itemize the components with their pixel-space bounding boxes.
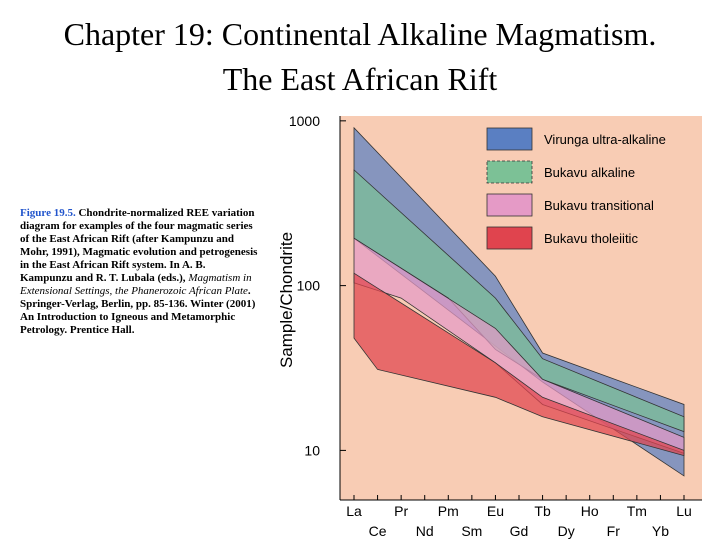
legend-swatch — [486, 160, 533, 184]
y-tick-label: 10 — [304, 442, 320, 458]
x-tick-label: Pr — [394, 503, 408, 519]
x-tick-label: Sm — [461, 523, 482, 539]
legend-swatch — [486, 127, 533, 151]
slide-title: Chapter 19: Continental Alkaline Magmati… — [64, 16, 657, 52]
caption-title: Magmatism in Extensional Settings, the P… — [20, 272, 252, 297]
legend-label: Bukavu transitional — [544, 198, 654, 213]
caption-label: Figure 19.5. — [20, 207, 76, 219]
caption-text: Chondrite-normalized REE variation diagr… — [20, 207, 258, 284]
slide-title: The East African Rift — [223, 61, 498, 97]
x-tick-label: Gd — [510, 523, 529, 539]
caption-text: . Springer-Verlag, Berlin, pp. 85-136. W… — [20, 285, 256, 336]
legend-swatch — [486, 193, 533, 217]
x-tick-label: Nd — [416, 523, 434, 539]
y-axis-label: Sample/Chondrite — [277, 232, 296, 368]
band — [353, 272, 685, 457]
legend-label: Virunga ultra-alkaline — [544, 132, 666, 147]
legend-label: Bukavu alkaline — [544, 165, 635, 180]
x-tick-label: Ce — [369, 523, 387, 539]
legend-swatch — [486, 226, 533, 250]
x-tick-label: Yb — [652, 523, 669, 539]
x-tick-label: Dy — [558, 523, 575, 539]
x-tick-label: Ho — [581, 503, 599, 519]
x-tick-label: Fr — [607, 523, 621, 539]
x-tick-label: Lu — [676, 503, 692, 519]
x-tick-label: Eu — [487, 503, 504, 519]
y-tick-label: 1000 — [289, 113, 320, 129]
x-tick-label: La — [346, 503, 362, 519]
caption: Figure 19.5. Chondrite-normalized REE va… — [20, 207, 258, 337]
legend-label: Bukavu tholeiitic — [544, 231, 638, 246]
x-tick-label: Tb — [534, 503, 551, 519]
y-tick-label: 100 — [297, 278, 321, 294]
x-tick-label: Tm — [627, 503, 647, 519]
x-tick-label: Pm — [438, 503, 459, 519]
